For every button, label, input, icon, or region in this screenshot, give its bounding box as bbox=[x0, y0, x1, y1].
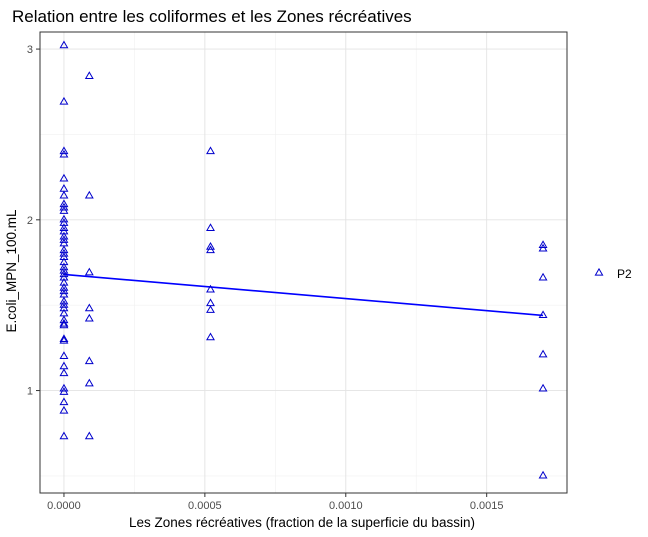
y-tick-label: 3 bbox=[27, 44, 33, 56]
data-point-triangle bbox=[59, 96, 69, 105]
x-tick-label: 0.0010 bbox=[329, 500, 363, 512]
data-point-triangle bbox=[59, 218, 69, 226]
legend: P2 bbox=[594, 267, 632, 281]
data-point-triangle bbox=[59, 214, 69, 223]
data-point-triangle bbox=[84, 431, 94, 440]
data-point-triangle bbox=[59, 320, 69, 329]
data-point-triangle bbox=[59, 257, 69, 266]
data-point-triangle bbox=[84, 313, 94, 322]
data-point-triangle bbox=[59, 252, 69, 260]
data-point-triangle bbox=[59, 202, 69, 211]
data-point-triangle bbox=[84, 190, 94, 199]
legend-label-p2: P2 bbox=[617, 267, 632, 281]
data-point-triangle bbox=[206, 305, 215, 313]
legend-key-triangle bbox=[594, 267, 604, 276]
data-point-triangle bbox=[538, 243, 548, 252]
data-point-triangle bbox=[59, 431, 69, 440]
data-points bbox=[59, 40, 548, 479]
data-point-triangle bbox=[84, 71, 94, 80]
data-point-triangle bbox=[84, 267, 94, 276]
data-point-triangle bbox=[84, 378, 94, 387]
data-point-triangle bbox=[206, 284, 215, 293]
data-point-triangle bbox=[206, 332, 215, 341]
data-point-triangle bbox=[59, 405, 69, 414]
data-point-triangle bbox=[59, 146, 69, 155]
data-point-triangle bbox=[59, 248, 69, 257]
data-point-triangle bbox=[538, 310, 548, 319]
x-tick-label: 0.0005 bbox=[188, 500, 222, 512]
data-point-triangle bbox=[84, 303, 94, 312]
data-point-triangle bbox=[538, 240, 548, 249]
data-point-triangle bbox=[538, 383, 548, 392]
data-point-triangle bbox=[59, 277, 69, 286]
legend-triangle-mark bbox=[594, 267, 604, 276]
grid bbox=[40, 32, 567, 493]
data-point-triangle bbox=[59, 397, 69, 406]
panel-border bbox=[39, 31, 568, 494]
data-point-triangle bbox=[206, 223, 215, 231]
data-point-triangle bbox=[59, 223, 69, 231]
data-point-triangle bbox=[206, 298, 215, 307]
data-point-triangle bbox=[59, 149, 69, 158]
data-point-triangle bbox=[59, 226, 69, 235]
data-point-triangle bbox=[59, 335, 69, 344]
data-point-triangle bbox=[59, 303, 69, 312]
y-axis-label: E.coli_MPN_100.mL bbox=[4, 209, 19, 333]
y-axis-ticks: 1 2 3 bbox=[27, 44, 40, 398]
data-point-triangle bbox=[59, 387, 69, 395]
x-tick-label: 0.0015 bbox=[470, 500, 504, 512]
data-point-triangle bbox=[206, 245, 215, 254]
data-point-triangle bbox=[59, 40, 69, 49]
chart-title: Relation entre les coliformes et les Zon… bbox=[12, 7, 412, 26]
data-point-triangle bbox=[59, 383, 69, 392]
data-point-triangle bbox=[538, 349, 548, 358]
data-point-triangle bbox=[538, 272, 548, 281]
data-point-triangle bbox=[59, 190, 69, 199]
x-axis-label: Les Zones récréatives (fraction de la su… bbox=[129, 515, 475, 530]
data-point-triangle bbox=[59, 351, 69, 360]
data-point-triangle bbox=[59, 269, 69, 278]
data-point-triangle bbox=[538, 470, 548, 479]
data-point-triangle bbox=[59, 272, 69, 281]
regression-line bbox=[63, 273, 544, 317]
data-point-triangle bbox=[59, 318, 69, 327]
data-point-triangle bbox=[84, 356, 94, 365]
data-point-triangle bbox=[206, 242, 215, 250]
data-point-triangle bbox=[59, 300, 69, 308]
y-tick-label: 2 bbox=[27, 215, 33, 227]
data-point-triangle bbox=[59, 315, 69, 324]
data-point-triangle bbox=[59, 334, 69, 342]
x-tick-label: 0.0000 bbox=[47, 500, 81, 512]
data-point-triangle bbox=[59, 235, 69, 243]
x-axis-ticks: 0.0000 0.0005 0.0010 0.0015 bbox=[47, 493, 504, 512]
data-point-triangle bbox=[59, 173, 69, 182]
y-tick-label: 1 bbox=[27, 386, 33, 398]
data-point-triangle bbox=[59, 368, 69, 377]
data-point-triangle bbox=[206, 146, 215, 155]
data-point-triangle bbox=[59, 286, 69, 295]
data-point-triangle bbox=[59, 206, 69, 214]
fit-line-group bbox=[63, 273, 544, 317]
